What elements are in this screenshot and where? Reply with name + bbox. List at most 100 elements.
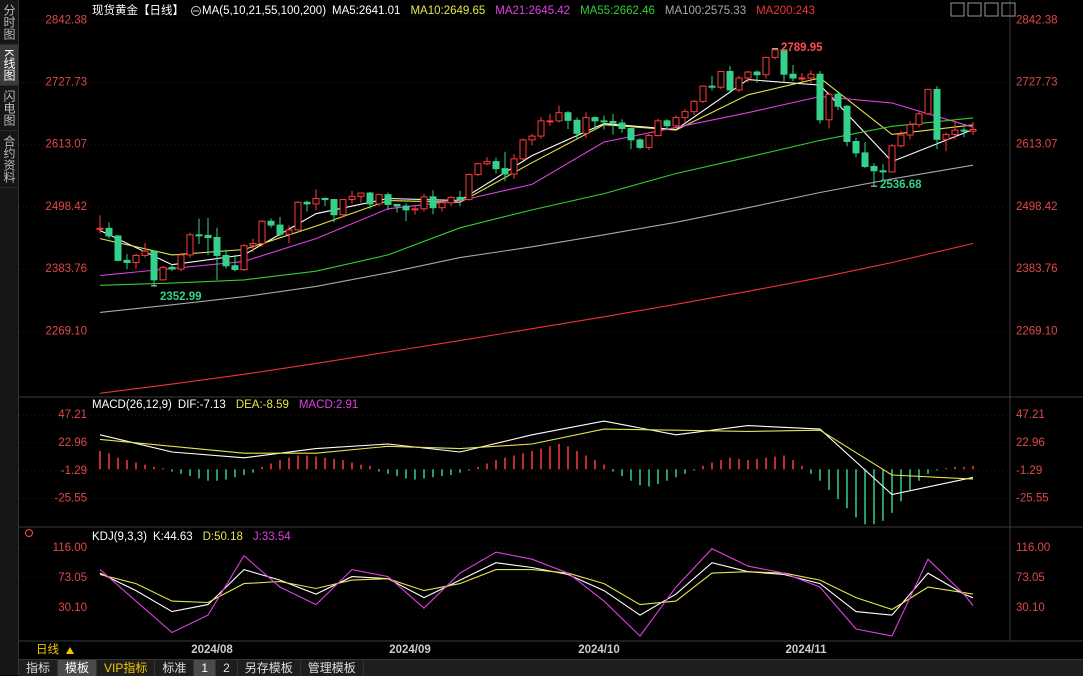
y-tick-label: 2498.42 <box>1016 201 1058 213</box>
candle-body <box>456 196 464 201</box>
sidebar: 分时图 K线图 闪电图 合约资料 <box>0 0 19 675</box>
y-tick-label: 2613.07 <box>1016 139 1058 151</box>
candle-body <box>195 234 203 237</box>
candle-body <box>114 235 122 261</box>
annotation: 2789.95 <box>781 42 823 54</box>
candle-body <box>519 139 527 160</box>
candle-body <box>402 205 410 211</box>
y-tick-label: 2842.38 <box>45 14 87 26</box>
tab[interactable]: 标准 <box>155 660 195 676</box>
indicator-line <box>99 428 974 480</box>
side-tab[interactable]: 分时图 <box>0 0 18 45</box>
y-tick-label: 47.21 <box>1016 409 1045 421</box>
legend-item: MACD:2.91 <box>299 399 358 411</box>
y-tick-label: 30.10 <box>1016 602 1045 614</box>
candle-body <box>438 202 446 209</box>
legend-item: MA55:2662.46 <box>580 5 655 17</box>
candle-body <box>582 117 590 134</box>
candle-body <box>627 127 635 141</box>
candle-body <box>150 250 158 281</box>
settings-icon[interactable] <box>191 6 201 16</box>
tab[interactable]: 指标 <box>19 660 59 676</box>
candle-body <box>933 88 941 140</box>
side-tab[interactable]: K线图 <box>0 45 18 87</box>
y-tick-label: 2842.38 <box>1016 14 1058 26</box>
candle-body <box>123 259 131 264</box>
candle-body <box>852 140 860 154</box>
y-tick-label: 2269.10 <box>1016 325 1058 337</box>
candle-body <box>177 254 185 270</box>
candle-body <box>285 229 293 235</box>
candle-body <box>168 266 176 270</box>
x-tick-label: 2024/08 <box>191 644 233 656</box>
side-tab[interactable]: 闪电图 <box>0 86 18 132</box>
candle-body <box>780 49 788 75</box>
candle-body <box>357 192 365 197</box>
annotation: 2536.68 <box>880 179 922 191</box>
period-label[interactable]: 日线 <box>36 642 59 656</box>
legend-item: DEA:-8.59 <box>236 399 289 411</box>
candle-body <box>231 265 239 271</box>
tab[interactable]: 1 <box>194 660 217 676</box>
tab[interactable]: 管理模板 <box>301 660 364 676</box>
y-tick-label: 2383.76 <box>1016 263 1058 275</box>
candle-body <box>744 71 752 79</box>
candle-body <box>645 135 653 148</box>
candle-body <box>321 197 329 201</box>
period-arrow[interactable] <box>66 647 74 654</box>
candle-body <box>159 266 167 281</box>
tab[interactable]: 模板 <box>58 660 98 676</box>
tab[interactable]: VIP指标 <box>97 660 156 676</box>
tool-button[interactable] <box>984 2 999 17</box>
candle-body <box>411 208 419 211</box>
candle-body <box>213 237 221 256</box>
candle-body <box>969 129 977 132</box>
candle-body <box>798 77 806 80</box>
candle-body <box>870 165 878 172</box>
legend-item: MA10:2649.65 <box>410 5 485 17</box>
y-tick-label: -25.55 <box>1016 493 1049 505</box>
candle-body <box>447 196 455 204</box>
tool-button[interactable] <box>950 2 965 17</box>
candle-body <box>825 93 833 121</box>
candle-body <box>312 197 320 205</box>
y-tick-label: 116.00 <box>53 542 87 554</box>
candle-body <box>141 250 149 256</box>
candle-body <box>240 245 248 271</box>
candle-body <box>96 227 104 230</box>
candle-body <box>924 88 932 115</box>
candle-body <box>762 56 770 76</box>
candle-body <box>303 201 311 205</box>
candle-body <box>429 196 437 209</box>
candle-body <box>546 120 554 123</box>
candle-body <box>573 119 581 134</box>
candle-body <box>843 105 851 142</box>
legend-item: MA100:2575.33 <box>665 5 746 17</box>
indicator-line <box>99 79 974 266</box>
candle-body <box>663 120 671 127</box>
candle-body <box>771 49 779 58</box>
panel-icon[interactable] <box>25 529 33 537</box>
y-tick-label: 73.05 <box>1016 572 1045 584</box>
candle-body <box>222 254 230 267</box>
tab[interactable]: 另存模板 <box>238 660 301 676</box>
legend-item: MA21:2645.42 <box>495 5 570 17</box>
indicator-line <box>99 569 974 611</box>
tool-button[interactable] <box>967 2 982 17</box>
tool-button[interactable] <box>1001 2 1016 17</box>
y-tick-label: -25.55 <box>54 493 87 505</box>
indicator-line <box>99 242 974 394</box>
tab[interactable]: 2 <box>216 660 238 676</box>
candle-body <box>690 100 698 113</box>
candle-body <box>951 129 959 135</box>
indicator-line <box>99 95 974 277</box>
x-tick-label: 2024/11 <box>786 644 828 656</box>
side-tab[interactable]: 合约资料 <box>0 131 18 189</box>
candle-body <box>789 73 797 79</box>
indicator-line <box>99 548 974 637</box>
candle-body <box>276 224 284 235</box>
candle-body <box>600 120 608 123</box>
legend-item: MA5:2641.01 <box>332 5 400 17</box>
candle-body <box>942 133 950 140</box>
candle-body <box>249 243 257 247</box>
